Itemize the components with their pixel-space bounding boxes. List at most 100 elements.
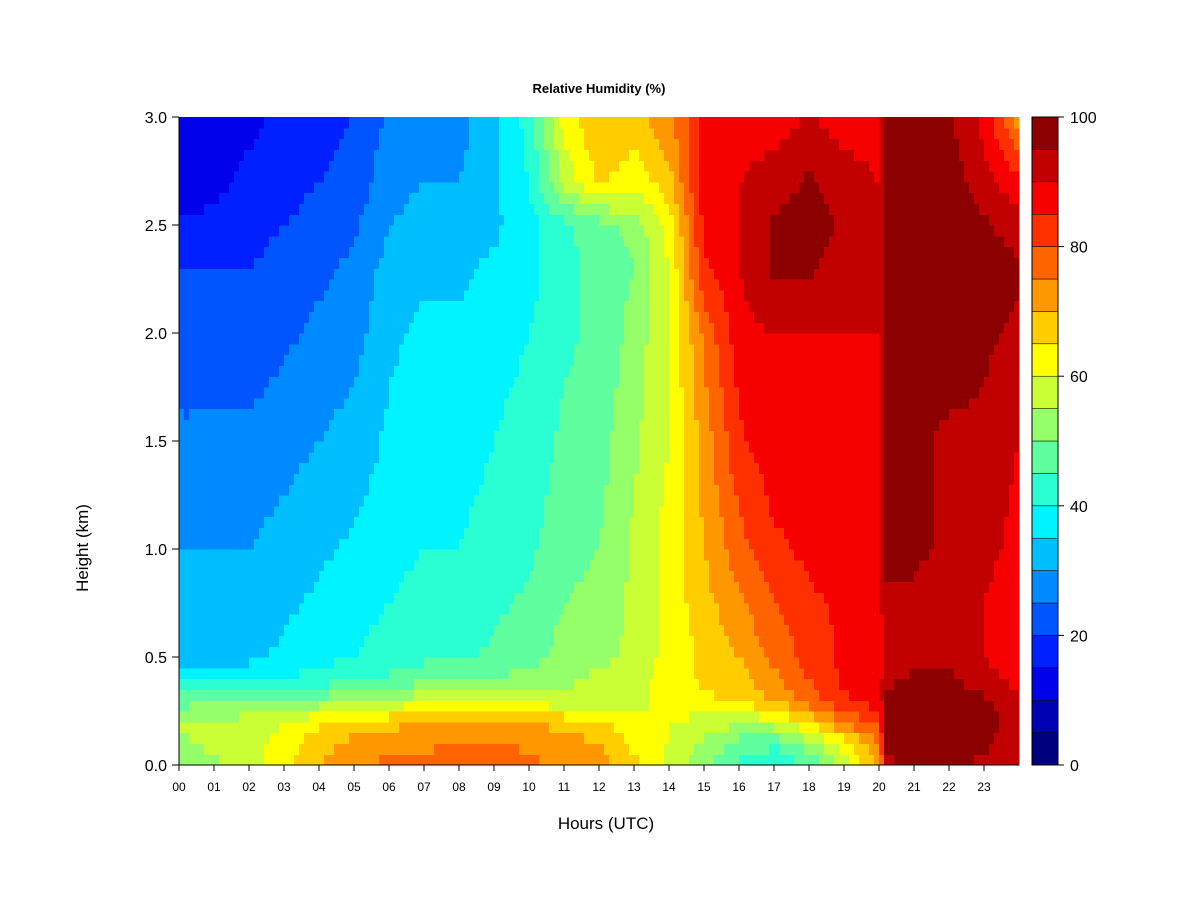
heatmap-cell	[279, 451, 285, 464]
heatmap-cell	[424, 473, 430, 485]
heatmap-cell	[364, 754, 370, 766]
heatmap-cell	[529, 700, 535, 712]
heatmap-cell	[854, 635, 860, 647]
heatmap-cell	[609, 635, 615, 647]
heatmap-cell	[829, 754, 835, 766]
heatmap-cell	[529, 732, 535, 744]
heatmap-cell	[644, 624, 650, 636]
heatmap-cell	[664, 646, 670, 658]
heatmap-cell	[789, 743, 795, 755]
heatmap-cell	[824, 592, 830, 604]
heatmap-cell	[919, 711, 925, 723]
heatmap-cell	[889, 505, 895, 518]
heatmap-cell	[429, 689, 435, 701]
heatmap-cell	[834, 624, 840, 636]
heatmap-cell	[964, 743, 970, 755]
heatmap-cell	[789, 527, 795, 539]
heatmap-cell	[999, 484, 1005, 496]
heatmap-cell	[294, 689, 300, 701]
heatmap-cell	[394, 451, 400, 464]
heatmap-cell	[754, 570, 760, 582]
heatmap-cell	[619, 495, 625, 507]
heatmap-cell	[449, 667, 455, 680]
heatmap-cell	[254, 657, 260, 669]
heatmap-cell	[889, 754, 895, 766]
heatmap-cell	[764, 646, 770, 658]
heatmap-cell	[844, 667, 850, 680]
heatmap-cell	[259, 516, 265, 528]
heatmap-cell	[229, 743, 235, 755]
heatmap-cell	[499, 624, 505, 636]
heatmap-cell	[329, 743, 335, 755]
heatmap-cell	[894, 495, 900, 507]
heatmap-cell	[489, 754, 495, 766]
heatmap-cell	[674, 549, 680, 561]
heatmap-cell	[299, 538, 305, 550]
heatmap-cell	[664, 700, 670, 712]
heatmap-cell	[959, 570, 965, 582]
heatmap-cell	[354, 754, 360, 766]
heatmap-cell	[734, 581, 740, 593]
heatmap-cell	[254, 700, 260, 712]
heatmap-cell	[404, 581, 410, 593]
heatmap-cell	[399, 635, 405, 647]
heatmap-cell	[959, 538, 965, 550]
heatmap-cell	[924, 711, 930, 723]
heatmap-cell	[414, 646, 420, 658]
heatmap-cell	[929, 689, 935, 701]
heatmap-cell	[759, 559, 765, 572]
heatmap-cell	[949, 549, 955, 561]
heatmap-cell	[504, 721, 510, 734]
heatmap-cell	[374, 473, 380, 485]
heatmap-cell	[399, 538, 405, 550]
heatmap-cell	[839, 549, 845, 561]
heatmap-cell	[764, 635, 770, 647]
heatmap-cell	[744, 538, 750, 550]
heatmap-cell	[274, 505, 280, 518]
heatmap-cell	[749, 484, 755, 496]
heatmap-cell	[304, 473, 310, 485]
heatmap-cell	[909, 624, 915, 636]
heatmap-cell	[534, 570, 540, 582]
heatmap-cell	[669, 646, 675, 658]
heatmap-cell	[794, 516, 800, 528]
heatmap-cell	[564, 527, 570, 539]
heatmap-cell	[1009, 721, 1015, 734]
heatmap-cell	[669, 667, 675, 680]
heatmap-cell	[594, 678, 600, 690]
heatmap-cell	[824, 559, 830, 572]
heatmap-cell	[754, 559, 760, 572]
heatmap-cell	[614, 516, 620, 528]
heatmap-cell	[829, 495, 835, 507]
heatmap-cell	[349, 484, 355, 496]
heatmap-cell	[354, 667, 360, 680]
heatmap-cell	[369, 559, 375, 572]
heatmap-cell	[904, 624, 910, 636]
heatmap-cell	[414, 667, 420, 680]
heatmap-cell	[214, 484, 220, 496]
heatmap-cell	[314, 581, 320, 593]
heatmap-cell	[399, 505, 405, 518]
heatmap-cell	[599, 570, 605, 582]
heatmap-cell	[319, 635, 325, 647]
heatmap-cell	[754, 549, 760, 561]
heatmap-cell	[954, 721, 960, 734]
heatmap-cell	[669, 689, 675, 701]
heatmap-cell	[254, 505, 260, 518]
heatmap-cell	[789, 441, 795, 453]
heatmap-cell	[224, 689, 230, 701]
heatmap-cell	[964, 570, 970, 582]
heatmap-cell	[379, 527, 385, 539]
heatmap-cell	[294, 462, 300, 474]
heatmap-cell	[904, 743, 910, 755]
heatmap-cell	[274, 462, 280, 474]
heatmap-cell	[729, 732, 735, 744]
heatmap-cell	[624, 505, 630, 518]
heatmap-cell	[839, 624, 845, 636]
heatmap-cell	[329, 732, 335, 744]
heatmap-cell	[504, 538, 510, 550]
heatmap-cell	[669, 700, 675, 712]
heatmap-cell	[564, 700, 570, 712]
heatmap-cell	[529, 754, 535, 766]
heatmap-cell	[1009, 484, 1015, 496]
